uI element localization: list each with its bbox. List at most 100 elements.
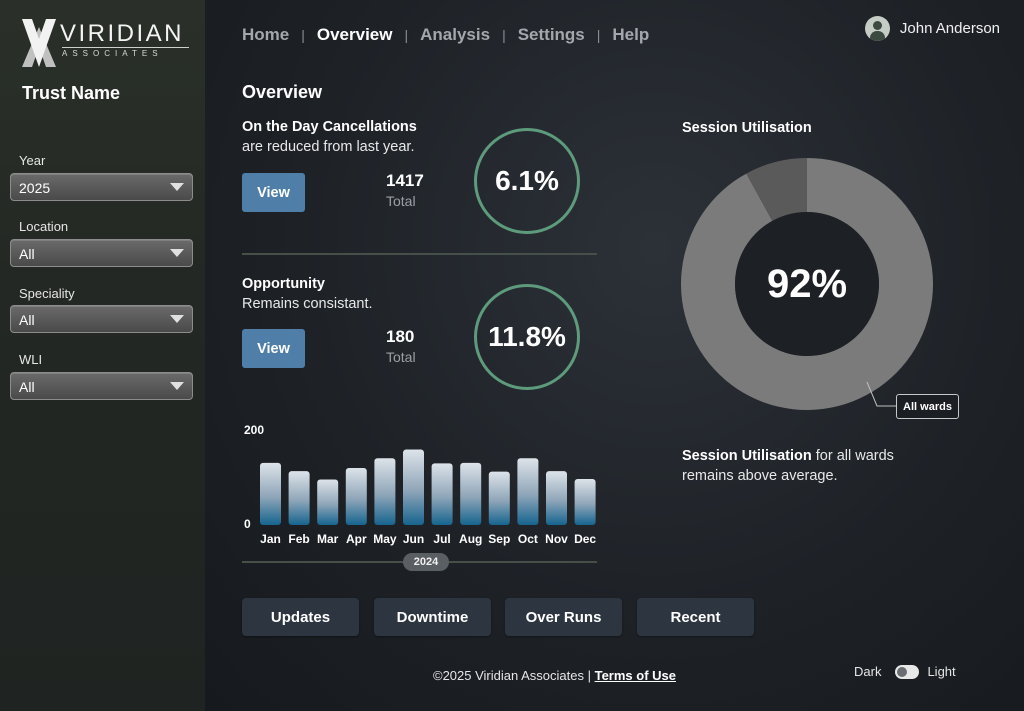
dark-label: Dark [854,664,882,679]
chevron-down-icon [170,315,184,323]
x-tick-nov: Nov [545,532,568,546]
session-utilisation-title: Session Utilisation [682,120,812,136]
donut-slice-utilised[interactable] [681,158,933,410]
updates-button[interactable]: Updates [242,598,359,636]
section-divider [242,253,597,255]
theme-switch: Dark Light [854,664,956,679]
x-tick-oct: Oct [518,532,538,546]
brand-subtitle: ASSOCIATES [62,47,189,58]
filter-label-speciality: Speciality [19,286,75,301]
donut-hole [735,212,879,356]
x-tick-jan: Jan [260,532,281,546]
brand-name: VIRIDIAN [60,20,185,47]
opportunity-total-value: 180 [386,327,415,346]
copyright-text: ©2025 Viridian Associates | [433,668,595,683]
x-tick-may: May [373,532,397,546]
chevron-down-icon [170,249,184,257]
sidebar: VIRIDIAN ASSOCIATES Trust Name Year 2025… [0,0,205,711]
session-utilisation-donut: 92% [681,158,933,410]
toggle-knob [897,666,908,677]
opportunity-percent-ring: 11.8% [474,284,580,390]
cancellations-total-value: 1417 [386,171,424,190]
donut-slice-remaining[interactable] [746,158,807,221]
bar-chart-svg: Jan Feb Mar Apr May Jun Jul Aug Sep Oct Nov Dec [260,449,596,546]
location-select[interactable]: All [10,239,193,267]
nav-analysis[interactable]: Analysis [420,25,491,44]
wli-select-value: All [19,379,35,395]
user-avatar-icon [864,16,890,41]
nav-home[interactable]: Home [242,25,290,44]
x-tick-jun: Jun [403,532,424,546]
bar-dec[interactable] [574,479,596,525]
nav-separator: | [502,27,506,43]
donut-chart-svg [681,158,933,410]
x-tick-aug: Aug [459,532,482,546]
speciality-select[interactable]: All [10,305,193,333]
bar-mar[interactable] [317,479,339,525]
nav-separator: | [404,27,409,43]
year-select[interactable]: 2025 [10,173,193,201]
opportunity-subtitle: Remains consistant. [242,296,373,312]
over-runs-button[interactable]: Over Runs [505,598,622,636]
wli-select[interactable]: All [10,372,193,400]
x-tick-mar: Mar [317,532,339,546]
bar-sep[interactable] [488,471,510,525]
monthly-bar-chart: 200 0 Jan Feb Mar Apr May Jun Jul Aug Sep Oct Nov D… [242,420,602,555]
bar-aug[interactable] [460,462,482,525]
y-tick-max: 200 [244,423,265,437]
session-utilisation-caption: Session Utilisation for all wards remain… [682,446,942,486]
nav-separator: | [596,27,601,43]
caption-rest: for all wards remains above average. [682,448,894,484]
y-tick-min: 0 [244,517,251,531]
location-select-value: All [19,246,35,262]
year-select-value: 2025 [19,180,51,196]
footer: ©2025 Viridian Associates | Terms of Use [433,668,676,683]
trust-name: Trust Name [22,83,121,103]
bar-jun[interactable] [403,449,424,525]
caption-bold: Session Utilisation [682,448,812,464]
bar-jul[interactable] [431,463,453,525]
speciality-select-value: All [19,312,35,328]
theme-toggle[interactable] [895,664,920,679]
user-name: John Anderson [899,20,1000,37]
top-nav: Home | Overview | Analysis | Settings | … [242,25,649,45]
brand-logo[interactable]: VIRIDIAN ASSOCIATES [20,17,195,69]
opportunity-total-label: Total [386,349,416,365]
bar-oct[interactable] [517,458,539,525]
cancellations-percent-ring: 6.1% [474,128,580,234]
nav-settings[interactable]: Settings [517,25,585,44]
x-tick-feb: Feb [288,532,309,546]
x-tick-jul: Jul [433,532,450,546]
x-tick-dec: Dec [574,532,596,546]
downtime-button[interactable]: Downtime [374,598,491,636]
bar-apr[interactable] [345,467,367,525]
light-label: Light [927,664,956,679]
callout-leader-line [866,381,897,407]
opportunity-title: Opportunity [242,276,325,292]
terms-link[interactable]: Terms of Use [594,668,676,683]
filter-label-year: Year [19,153,46,168]
cancellations-subtitle: are reduced from last year. [242,139,415,155]
x-tick-apr: Apr [346,532,367,546]
nav-overview[interactable]: Overview [316,25,393,44]
chevron-down-icon [170,382,184,390]
main-content: Home | Overview | Analysis | Settings | … [205,0,1024,711]
cancellations-total-label: Total [386,193,416,209]
page-title: Overview [242,82,323,102]
cancellations-view-button[interactable]: View [242,173,305,212]
x-tick-sep: Sep [488,532,510,546]
nav-help[interactable]: Help [612,25,650,44]
opportunity-view-button[interactable]: View [242,329,305,368]
all-wards-callout: All wards [896,394,959,419]
filter-label-location: Location [19,219,69,234]
bar-may[interactable] [374,458,396,525]
bar-jan[interactable] [260,462,281,525]
cancellations-title: On the Day Cancellations [242,119,417,135]
bar-nov[interactable] [546,471,567,525]
chevron-down-icon [170,183,184,191]
year-badge: 2024 [403,553,449,571]
user-menu[interactable]: John Anderson [864,16,1000,41]
recent-button[interactable]: Recent [637,598,754,636]
bar-feb[interactable] [288,471,310,525]
session-utilisation-value: 92% [766,261,848,306]
